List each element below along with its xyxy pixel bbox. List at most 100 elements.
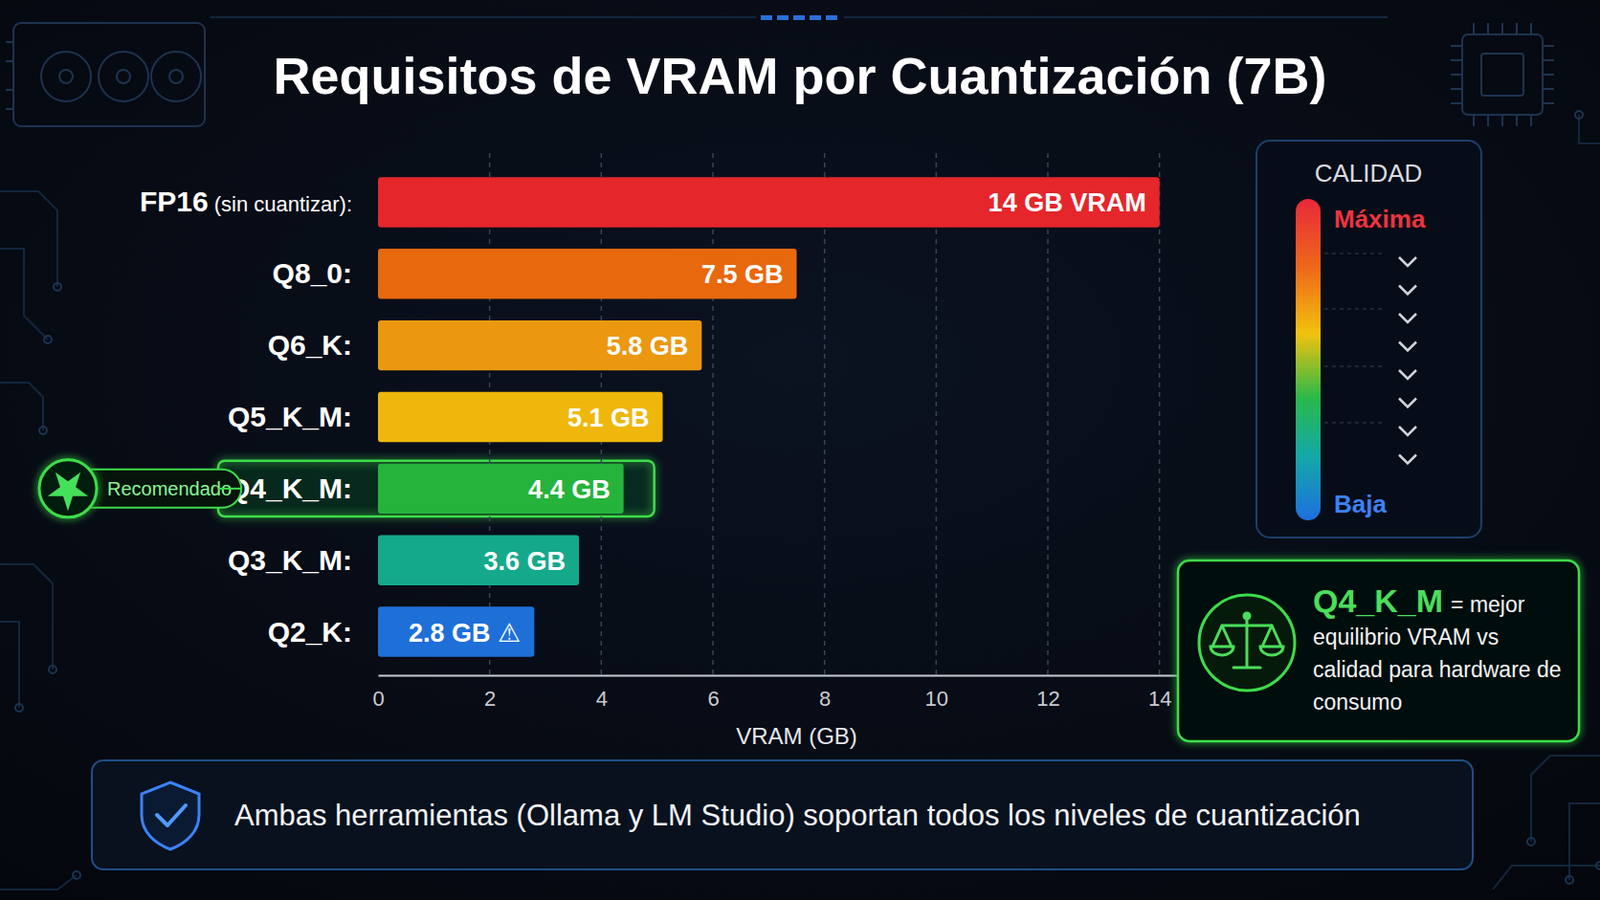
category-label-part: (sin cuantizar):	[208, 192, 353, 217]
callout-text: = mejorequilibrio VRAM vscalidad para ha…	[1312, 592, 1562, 715]
x-tick-label: 14	[1148, 687, 1172, 712]
circuit-trace	[0, 622, 20, 709]
quality-divider	[1324, 422, 1383, 424]
circuit-trace	[1569, 803, 1600, 881]
grid	[489, 153, 1160, 676]
badge-circle	[39, 460, 97, 518]
category-label: Q3_K_M:	[227, 544, 353, 577]
gpu-fan-hub	[59, 69, 73, 84]
x-tick: 10	[925, 675, 949, 712]
x-axis-title: VRAM (GB)	[735, 723, 858, 750]
chart-svg: Requisitos de VRAM por Cuantización (7B)…	[0, 0, 1600, 900]
callout-line: equilibrio VRAM vs	[1312, 624, 1499, 650]
category-label-part: FP16	[139, 185, 209, 218]
grid-line	[935, 153, 938, 676]
background	[0, 0, 1600, 900]
bar	[377, 320, 702, 371]
callout-title: Q4_K_M	[1312, 582, 1444, 620]
quality-gradient	[1295, 199, 1321, 521]
data-label: 2.8 GB ⚠	[408, 619, 521, 648]
top-accent	[809, 15, 822, 21]
circuit-node	[44, 335, 52, 344]
top-accent	[793, 15, 805, 21]
circuit-node	[53, 283, 62, 291]
gpu-fan-hub	[116, 69, 131, 84]
circuit-node	[48, 666, 57, 674]
x-tick-label: 4	[596, 687, 608, 712]
category-label: Q6_K:	[267, 329, 353, 361]
circuit-trace	[1531, 755, 1600, 843]
data-label: 14 GB VRAM	[988, 188, 1147, 218]
gpu-fan	[41, 51, 91, 102]
badge-connector	[218, 488, 242, 490]
quality-high: Máxima	[1333, 204, 1426, 234]
footer: Ambas herramientas (Ollama y LM Studio) …	[91, 760, 1473, 870]
circuit-node	[1596, 862, 1600, 870]
circuit-node	[72, 871, 81, 880]
balance-icon	[1210, 613, 1284, 668]
category-label: FP16 (sin cuantizar):	[139, 185, 353, 218]
callout-line: calidad para hardware de	[1312, 657, 1562, 683]
data-label: 7.5 GB	[701, 260, 784, 289]
x-axis: 0 2 4 6 8 10 12 14	[372, 675, 1216, 712]
x-tick: 8	[819, 675, 831, 712]
category-label: Q5_K_M:	[227, 400, 353, 433]
footer-text: Ambas herramientas (Ollama y LM Studio) …	[234, 799, 1361, 833]
callout-line: consumo	[1312, 689, 1402, 715]
grid-line	[1158, 153, 1161, 676]
quality-title: CALIDAD	[1314, 158, 1423, 188]
quality-frame	[1256, 140, 1482, 538]
top-accent	[777, 15, 789, 21]
chip-icon	[1450, 22, 1555, 127]
circuit-node	[1575, 111, 1583, 119]
grid-line	[711, 153, 714, 676]
x-tick-label: 8	[819, 687, 831, 712]
category-labels: FP16 (sin cuantizar):Q8_0:Q6_K:Q5_K_M:Q4…	[139, 185, 353, 647]
x-tick-label: 6	[707, 687, 719, 712]
balance-circle	[1199, 595, 1295, 691]
decorations	[0, 15, 1600, 890]
x-tick: 0	[372, 675, 384, 712]
grid-line	[823, 153, 826, 676]
quality-chevron	[1399, 370, 1417, 379]
quality-divider	[1324, 253, 1383, 255]
circuit-trace	[0, 564, 53, 670]
top-accent	[825, 15, 838, 21]
bar	[377, 248, 798, 299]
gpu-fan-hub	[169, 69, 183, 84]
circuit-node	[15, 704, 23, 712]
quality-chevron	[1399, 313, 1417, 323]
category-label: Q8_0:	[272, 257, 353, 289]
recommended-highlight	[218, 461, 655, 517]
callout: Q4_K_M= mejorequilibrio VRAM vscalidad p…	[1177, 560, 1579, 742]
recommended-badge: Recomendado	[39, 460, 242, 518]
circuit-trace	[0, 248, 48, 340]
bar	[377, 606, 534, 657]
x-tick: 6	[707, 675, 719, 712]
circuit-trace	[1578, 114, 1600, 144]
gpu-fan	[151, 51, 201, 102]
quality-chevron	[1399, 399, 1417, 408]
x-tick: 2	[484, 675, 496, 712]
balance-strings	[1212, 625, 1282, 647]
x-tick-label: 2	[484, 687, 496, 712]
circuit-node	[39, 426, 47, 435]
x-tick-label: 12	[1036, 687, 1060, 712]
gpu-icon	[5, 22, 205, 127]
data-label: 3.6 GB	[483, 547, 566, 577]
x-tick-label: 10	[925, 687, 949, 712]
footer-frame	[91, 760, 1473, 870]
data-label: 4.4 GB	[528, 475, 611, 505]
gpu-fan	[98, 51, 149, 102]
circuit-node	[1527, 838, 1535, 846]
data-label: 5.8 GB	[606, 332, 689, 361]
balance-pans	[1210, 646, 1284, 656]
circuit-trace	[0, 191, 58, 288]
data-labels: 14 GB VRAM7.5 GB5.8 GB5.1 GB4.4 GB3.6 GB…	[408, 188, 1147, 647]
quality-chevron	[1399, 426, 1417, 436]
gpu-pins	[5, 42, 14, 110]
x-tick: 4	[596, 675, 608, 712]
shield-icon	[141, 782, 200, 850]
quality-divider	[1324, 309, 1383, 311]
top-accent	[760, 15, 773, 21]
